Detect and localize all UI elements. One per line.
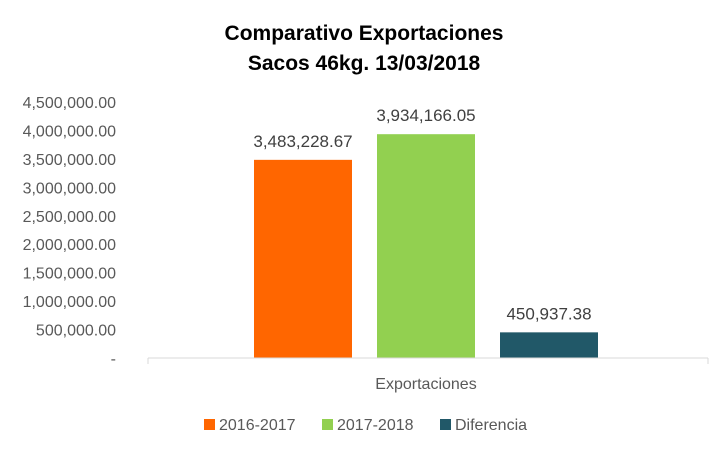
legend-swatch-2016-2017	[204, 419, 215, 430]
y-tick-label: 4,500,000.00	[23, 95, 117, 112]
data-labels: 3,483,228.67 3,934,166.05 450,937.38	[253, 106, 591, 323]
data-label-diferencia: 450,937.38	[506, 304, 591, 323]
y-tick-label: 2,500,000.00	[23, 209, 117, 226]
legend-swatch-diferencia	[440, 419, 451, 430]
legend-label-diferencia: Diferencia	[455, 417, 527, 434]
y-tick-label: 4,000,000.00	[23, 123, 117, 140]
legend-label-2017-2018: 2017-2018	[337, 417, 414, 434]
bar-2017-2018	[377, 134, 475, 358]
data-label-2017-2018: 3,934,166.05	[376, 106, 475, 125]
y-tick-label: 1,500,000.00	[23, 266, 117, 283]
bars	[254, 134, 598, 358]
y-axis-tick-labels: - 500,000.00 1,000,000.00 1,500,000.00 2,000…	[23, 95, 117, 368]
y-tick-label: 500,000.00	[36, 323, 116, 340]
legend-label-2016-2017: 2016-2017	[219, 417, 296, 434]
y-tick-label: 3,000,000.00	[23, 180, 117, 197]
chart-title-line-1: Comparativo Exportaciones	[225, 22, 504, 45]
y-tick-label: 1,000,000.00	[23, 294, 117, 311]
legend-swatch-2017-2018	[322, 419, 333, 430]
y-tick-label: 3,500,000.00	[23, 152, 117, 169]
category-label: Exportaciones	[375, 376, 476, 393]
bar-2016-2017	[254, 159, 352, 358]
bar-diferencia	[500, 332, 598, 358]
legend: 2016-2017 2017-2018 Diferencia	[204, 417, 527, 434]
chart-title-line-2: Sacos 46kg. 13/03/2018	[248, 52, 481, 75]
y-tick-label: -	[111, 351, 116, 368]
y-tick-label: 2,000,000.00	[23, 237, 117, 254]
data-label-2016-2017: 3,483,228.67	[253, 132, 352, 151]
